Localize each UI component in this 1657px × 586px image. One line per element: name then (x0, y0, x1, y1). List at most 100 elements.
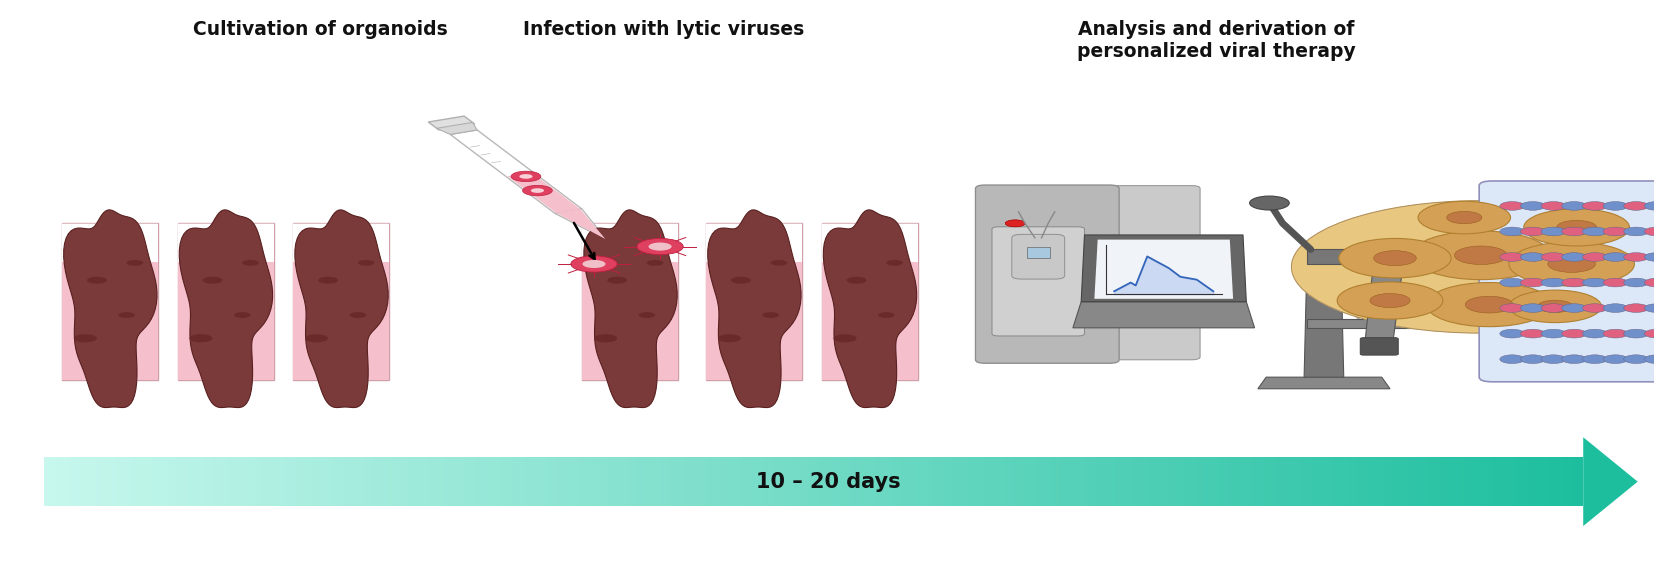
Circle shape (1427, 282, 1553, 326)
Bar (824, 457, 828, 506)
Circle shape (582, 260, 605, 268)
Circle shape (1500, 355, 1524, 363)
Bar (1379, 457, 1384, 506)
Bar (890, 457, 896, 506)
Bar (1188, 457, 1193, 506)
Bar (204, 457, 209, 506)
Bar (346, 457, 351, 506)
Bar (439, 457, 444, 506)
FancyBboxPatch shape (1480, 181, 1657, 382)
Bar (789, 457, 794, 506)
Bar (1296, 457, 1301, 506)
Bar (1152, 457, 1157, 506)
Bar (1095, 457, 1100, 506)
Circle shape (1602, 202, 1627, 210)
Bar (260, 457, 265, 506)
Circle shape (1563, 304, 1586, 312)
Bar (1127, 457, 1132, 506)
Circle shape (1500, 253, 1524, 261)
Bar (578, 457, 583, 506)
Circle shape (731, 277, 751, 284)
Bar (762, 457, 767, 506)
Bar (1496, 457, 1501, 506)
Circle shape (1521, 355, 1546, 363)
Bar (822, 262, 918, 380)
Bar (341, 457, 346, 506)
Bar (1516, 457, 1521, 506)
Bar (1193, 457, 1198, 506)
Text: 10 – 20 days: 10 – 20 days (756, 472, 901, 492)
Bar (1408, 457, 1413, 506)
Bar (290, 457, 295, 506)
Bar (635, 457, 640, 506)
Bar (706, 223, 802, 262)
Bar (1183, 457, 1188, 506)
Circle shape (1500, 227, 1524, 236)
Bar (351, 457, 356, 506)
Bar (424, 457, 429, 506)
Bar (1337, 457, 1342, 506)
Circle shape (1541, 227, 1566, 236)
Bar (1244, 457, 1249, 506)
Circle shape (1374, 251, 1417, 265)
Bar (1049, 457, 1056, 506)
Bar (126, 457, 131, 506)
Bar (464, 457, 471, 506)
Bar (901, 457, 906, 506)
Bar (363, 457, 368, 506)
Bar (911, 457, 916, 506)
Bar (993, 457, 998, 506)
Bar (988, 457, 993, 506)
FancyBboxPatch shape (293, 223, 389, 380)
Bar (85, 457, 89, 506)
Bar (167, 457, 172, 506)
Bar (300, 457, 307, 506)
Bar (1198, 457, 1203, 506)
Bar (1070, 457, 1075, 506)
Bar (1470, 457, 1475, 506)
Circle shape (1447, 212, 1481, 224)
Bar (752, 457, 757, 506)
Circle shape (878, 312, 895, 318)
Polygon shape (708, 210, 800, 407)
Polygon shape (1304, 241, 1344, 377)
Bar (490, 457, 495, 506)
Bar (63, 223, 157, 262)
Bar (1568, 457, 1572, 506)
Circle shape (1412, 231, 1551, 280)
Circle shape (1602, 355, 1627, 363)
Bar (162, 457, 167, 506)
Bar (1168, 457, 1173, 506)
Bar (936, 457, 941, 506)
Bar (219, 457, 224, 506)
Circle shape (242, 260, 258, 265)
Bar (527, 457, 532, 506)
Bar (1481, 457, 1486, 506)
Bar (1506, 457, 1511, 506)
Bar (562, 457, 567, 506)
Bar (293, 223, 389, 262)
Bar (1558, 457, 1563, 506)
Bar (1311, 457, 1316, 506)
Bar (177, 223, 273, 262)
Bar (1367, 457, 1374, 506)
Bar (1009, 457, 1014, 506)
Bar (1403, 457, 1408, 506)
Circle shape (1521, 329, 1546, 338)
Bar (822, 223, 918, 262)
Text: Analysis and derivation of
personalized viral therapy: Analysis and derivation of personalized … (1077, 20, 1355, 61)
Bar (187, 457, 192, 506)
Circle shape (1548, 255, 1596, 272)
Circle shape (1337, 282, 1443, 319)
Bar (1039, 457, 1044, 506)
Circle shape (1500, 304, 1524, 312)
Polygon shape (555, 209, 606, 240)
Circle shape (1644, 278, 1657, 287)
Bar (429, 457, 434, 506)
Circle shape (1644, 329, 1657, 338)
Bar (645, 457, 650, 506)
Bar (378, 457, 383, 506)
Bar (983, 457, 988, 506)
Circle shape (1582, 329, 1607, 338)
Circle shape (1563, 202, 1586, 210)
